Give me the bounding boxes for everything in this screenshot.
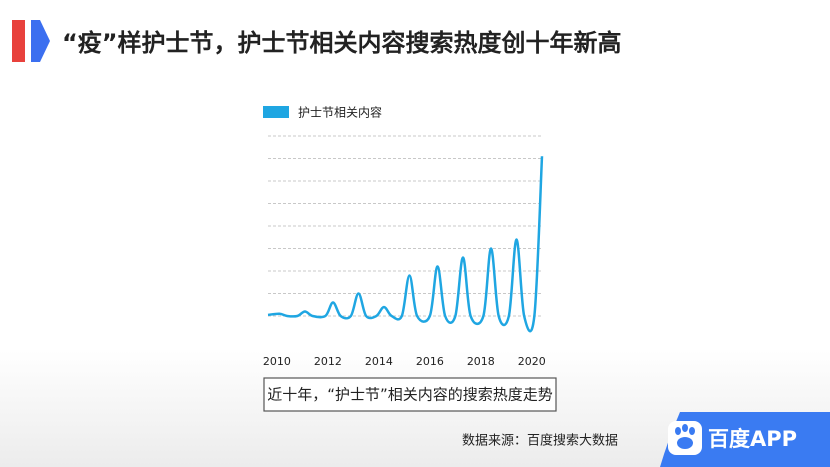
- x-tick-label: 2012: [314, 355, 342, 368]
- title: “疫”样护士节，护士节相关内容搜索热度创十年新高: [62, 29, 622, 57]
- x-tick-label: 2016: [416, 355, 444, 368]
- decor-red: [12, 20, 25, 62]
- caption-box: [263, 377, 557, 412]
- x-tick-label: 2020: [518, 355, 546, 368]
- legend-label: 护士节相关内容: [298, 105, 382, 120]
- x-tick-label: 2014: [365, 355, 393, 368]
- source: 数据来源：百度搜索大数据: [462, 433, 618, 449]
- decor-blue: [31, 20, 50, 62]
- logo-paw: [675, 424, 695, 449]
- caption: 近十年，“护士节”相关内容的搜索热度走势: [267, 386, 553, 404]
- logo-text: 百度APP: [708, 427, 797, 451]
- legend-swatch: [263, 106, 289, 118]
- x-tick-label: 2018: [467, 355, 495, 368]
- x-tick-label: 2010: [263, 355, 291, 368]
- logo-badge: [660, 412, 830, 467]
- data-line: [267, 156, 544, 333]
